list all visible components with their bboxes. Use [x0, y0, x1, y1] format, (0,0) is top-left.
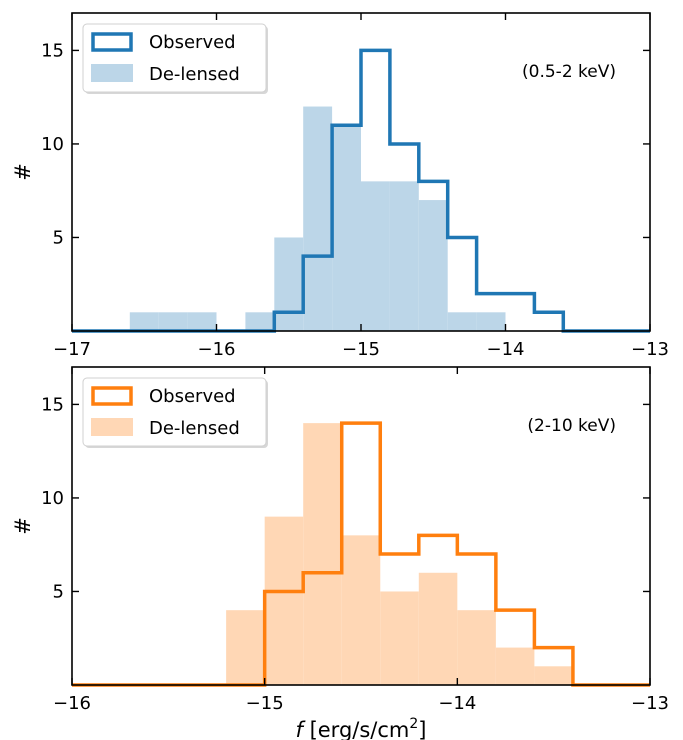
delensed-bar	[380, 591, 419, 685]
legend-label-observed: Observed	[149, 386, 236, 407]
panel-hard-band: −16 −15 −14 −13 5 10 15 # (2-10 keV) Observed De-l…	[11, 366, 669, 740]
observed-step-line	[72, 421, 650, 687]
energy-band-annotation: (0.5-2 keV)	[522, 62, 616, 82]
delensed-bar	[495, 647, 535, 685]
x-tick-label: −13	[631, 693, 669, 714]
legend-swatch-observed	[91, 32, 133, 52]
x-tick-label: −13	[631, 339, 669, 360]
y-tick-label: 5	[53, 227, 64, 248]
delensed-bar	[476, 312, 506, 331]
x-axis-label-var: f	[295, 718, 306, 740]
legend-swatch-observed	[91, 386, 133, 406]
y-axis-label: #	[11, 517, 35, 535]
y-tick-label: 15	[41, 394, 64, 415]
delensed-bar	[457, 610, 496, 685]
energy-band-annotation: (2-10 keV)	[527, 416, 616, 436]
legend-label-delensed: De-lensed	[149, 64, 240, 85]
y-tick-label: 5	[53, 581, 64, 602]
legend-swatch-delensed	[91, 418, 133, 436]
y-tick-label: 15	[41, 40, 64, 61]
legend-label-observed: Observed	[149, 32, 236, 53]
y-tick-label: 10	[41, 134, 64, 155]
x-axis-label: f [erg/s/cm2]	[295, 716, 426, 740]
delensed-bar	[418, 572, 458, 685]
x-axis-label-sup: 2	[409, 716, 418, 732]
delensed-bar	[274, 237, 304, 331]
x-axis-label-unit: [erg/s/cm	[303, 718, 409, 740]
delensed-bar	[341, 535, 381, 685]
y-tick-label: 10	[41, 488, 64, 509]
legend-label-delensed: De-lensed	[149, 418, 240, 439]
x-tick-label: −17	[53, 339, 91, 360]
panel-soft-band: −17 −16 −15 −14 −13 5 10 15 # (0.5-2 keV) Observed…	[11, 12, 669, 360]
x-tick-label: −15	[342, 339, 380, 360]
x-tick-label: −15	[246, 693, 284, 714]
axes-frame	[71, 366, 651, 686]
delensed-bar	[389, 181, 419, 331]
delensed-bar	[245, 312, 275, 331]
delensed-bar	[158, 312, 188, 331]
legend-swatch-delensed	[91, 64, 133, 82]
delensed-bar	[303, 106, 333, 331]
y-axis-label: #	[11, 163, 35, 181]
delensed-bar	[332, 125, 361, 331]
x-axis-label-close: ]	[418, 718, 426, 740]
delensed-bar	[129, 312, 159, 331]
x-tick-label: −16	[53, 693, 91, 714]
x-tick-label: −16	[198, 339, 236, 360]
delensed-bar	[447, 312, 477, 331]
delensed-bar	[303, 423, 342, 685]
delensed-bar	[361, 181, 390, 331]
delensed-bar	[187, 312, 217, 331]
delensed-bar	[264, 516, 304, 685]
delensed-bar	[418, 200, 448, 331]
delensed-bar	[534, 666, 573, 685]
delensed-bar	[226, 610, 265, 685]
x-tick-label: −14	[438, 693, 476, 714]
x-tick-label: −14	[487, 339, 525, 360]
